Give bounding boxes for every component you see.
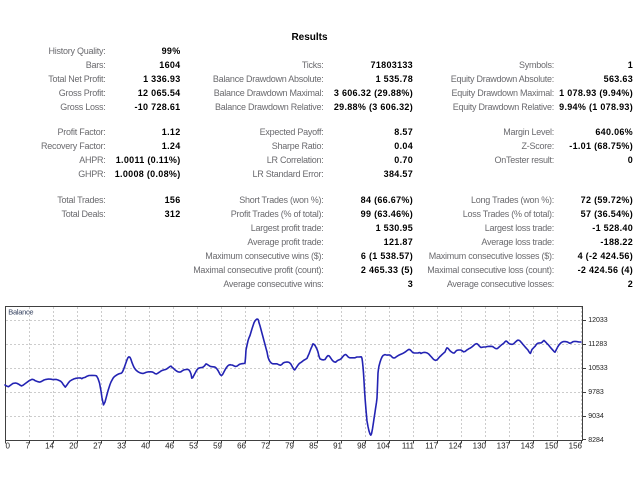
svg-text:66: 66 (237, 442, 246, 451)
svg-text:130: 130 (473, 442, 487, 451)
svg-text:156: 156 (569, 442, 583, 451)
svg-text:59: 59 (213, 442, 222, 451)
svg-text:0: 0 (6, 442, 11, 451)
svg-text:143: 143 (521, 442, 535, 451)
svg-text:40: 40 (141, 442, 150, 451)
svg-text:7: 7 (26, 442, 31, 451)
svg-text:9034: 9034 (588, 413, 604, 420)
svg-text:27: 27 (93, 442, 102, 451)
svg-text:9783: 9783 (588, 389, 604, 396)
svg-text:72: 72 (261, 442, 270, 451)
svg-text:124: 124 (449, 442, 463, 451)
svg-text:12033: 12033 (588, 317, 608, 324)
svg-text:85: 85 (309, 442, 318, 451)
svg-text:137: 137 (497, 442, 511, 451)
svg-text:53: 53 (189, 442, 198, 451)
svg-text:11283: 11283 (588, 341, 607, 348)
svg-text:20: 20 (69, 442, 78, 451)
svg-text:33: 33 (117, 442, 126, 451)
svg-text:91: 91 (333, 442, 342, 451)
svg-text:14: 14 (45, 442, 54, 451)
svg-text:79: 79 (285, 442, 294, 451)
svg-text:8284: 8284 (588, 437, 604, 444)
svg-text:150: 150 (545, 442, 559, 451)
svg-text:10533: 10533 (588, 365, 608, 372)
svg-text:117: 117 (425, 442, 438, 451)
svg-text:Balance: Balance (8, 308, 33, 317)
svg-text:46: 46 (165, 442, 174, 451)
svg-text:104: 104 (377, 442, 391, 451)
svg-text:98: 98 (357, 442, 366, 451)
svg-text:111: 111 (402, 442, 415, 451)
